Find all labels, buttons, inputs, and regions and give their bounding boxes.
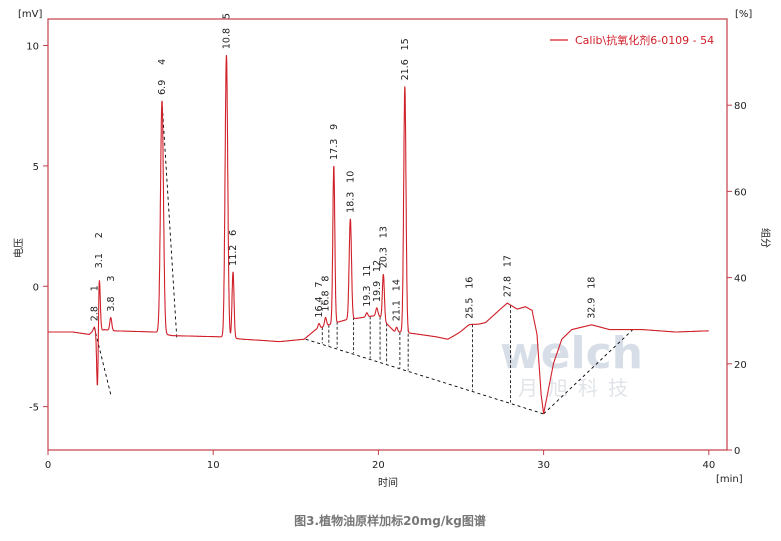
peak-label: 16.47 (314, 282, 325, 318)
peak-rt-label: 27.8 (502, 276, 513, 297)
plot-frame (47, 18, 728, 451)
peak-number-label: 9 (329, 124, 340, 130)
peak-label: 11.26 (228, 230, 239, 266)
peak-rt-label: 11.2 (228, 245, 239, 266)
peak-number-label: 12 (372, 260, 383, 272)
peak-number-label: 6 (228, 230, 239, 236)
peak-number-label: 15 (400, 38, 411, 50)
peak-label: 21.6 15 (400, 38, 411, 80)
peak-rt-label: 32.9 (587, 298, 598, 319)
peak-label: 19.3 11 (362, 265, 373, 307)
x-tick-label: 20 (372, 460, 385, 471)
peak-rt-label: 20.3 (378, 247, 389, 268)
peak-number-label: 1 (89, 285, 100, 291)
peak-rt-label: 19.9 (372, 281, 383, 302)
peak-label: 21.1 14 (392, 279, 403, 321)
x-tick-label: 10 (207, 460, 220, 471)
y2-tick-label: 0 (734, 446, 740, 457)
peak-number-label: 8 (321, 276, 332, 282)
watermark-logo-text: welch (500, 328, 643, 379)
y-axis-label: 电压 (12, 238, 25, 258)
y2-axis-label: 组分 (759, 228, 772, 248)
peak-rt-label: 18.3 (345, 192, 356, 213)
peak-number-label: 5 (221, 13, 232, 19)
y-tick-label: 10 (26, 41, 39, 52)
x-axis-label: 时间 (378, 476, 398, 489)
peak-rt-label: 2.8 (89, 306, 100, 321)
peak-number-label: 10 (345, 171, 356, 183)
peak-rt-label: 6.9 (157, 80, 168, 95)
x-tick-label: 40 (702, 460, 715, 471)
chromatogram-trace (48, 55, 709, 415)
peak-rt-label: 10.8 (221, 28, 232, 49)
peak-number-label: 2 (94, 232, 105, 238)
legend-label: Calib\抗氧化剂6-0109 - 54 (575, 33, 714, 47)
peak-rt-label: 21.6 (400, 59, 411, 80)
peak-label: 20.3 13 (378, 226, 389, 268)
peak-rt-label: 25.5 (464, 298, 475, 319)
peak-rt-label: 21.1 (392, 300, 403, 321)
peak-label: 25.5 16 (464, 277, 475, 319)
watermark-text: 月旭科技 (518, 376, 638, 400)
x-tick-label: 0 (45, 460, 51, 471)
y2-tick-label: 40 (734, 274, 747, 285)
figure-caption: 图3.植物油原样加标20mg/kg图谱 (294, 513, 486, 528)
y-tick-label: -5 (29, 403, 39, 414)
y2-tick-label: 60 (734, 187, 747, 198)
integration-baseline (161, 100, 178, 340)
y2-tick-label: 80 (734, 101, 747, 112)
y2-tick-label: 20 (734, 360, 747, 371)
x-unit: [min] (716, 474, 743, 485)
watermark-logo: welch 月旭科技 (500, 328, 643, 400)
peak-label: 3.83 (106, 276, 117, 312)
peak-rt-label: 3.1 (94, 253, 105, 268)
legend: Calib\抗氧化剂6-0109 - 54 (550, 33, 714, 47)
peak-rt-label: 17.3 (329, 139, 340, 160)
peak-label: 19.9 12 (372, 260, 383, 302)
x-tick-label: 30 (537, 460, 550, 471)
peak-label: 10.85 (221, 13, 232, 49)
peak-rt-label: 16.4 (314, 296, 325, 317)
peak-label: 3.12 (94, 232, 105, 268)
peak-label: 17.39 (329, 124, 340, 160)
peak-label: 6.94 (157, 59, 168, 95)
peak-label: 16.88 (321, 276, 332, 312)
integration-baseline (543, 329, 634, 415)
peak-number-label: 11 (362, 265, 373, 277)
peak-label: 32.9 18 (587, 277, 598, 319)
peak-number-label: 7 (314, 282, 325, 288)
peak-number-label: 4 (157, 59, 168, 65)
y-unit: [mV] (18, 9, 42, 20)
y-tick-label: 0 (33, 282, 39, 293)
peak-number-label: 17 (502, 255, 513, 267)
peak-rt-label: 19.3 (362, 286, 373, 307)
y-tick-label: 5 (33, 162, 39, 173)
peak-rt-label: 16.8 (321, 290, 332, 311)
y2-unit: [%] (735, 9, 752, 20)
peak-number-label: 14 (392, 279, 403, 291)
peak-label: 18.3 10 (345, 171, 356, 213)
peak-number-label: 16 (464, 277, 475, 289)
peak-label: 27.8 17 (502, 255, 513, 297)
peak-label: 2.81 (89, 285, 100, 321)
peak-rt-label: 3.8 (106, 296, 117, 311)
peak-number-label: 3 (106, 276, 117, 282)
peak-number-label: 13 (378, 226, 389, 238)
peak-number-label: 18 (587, 277, 598, 289)
